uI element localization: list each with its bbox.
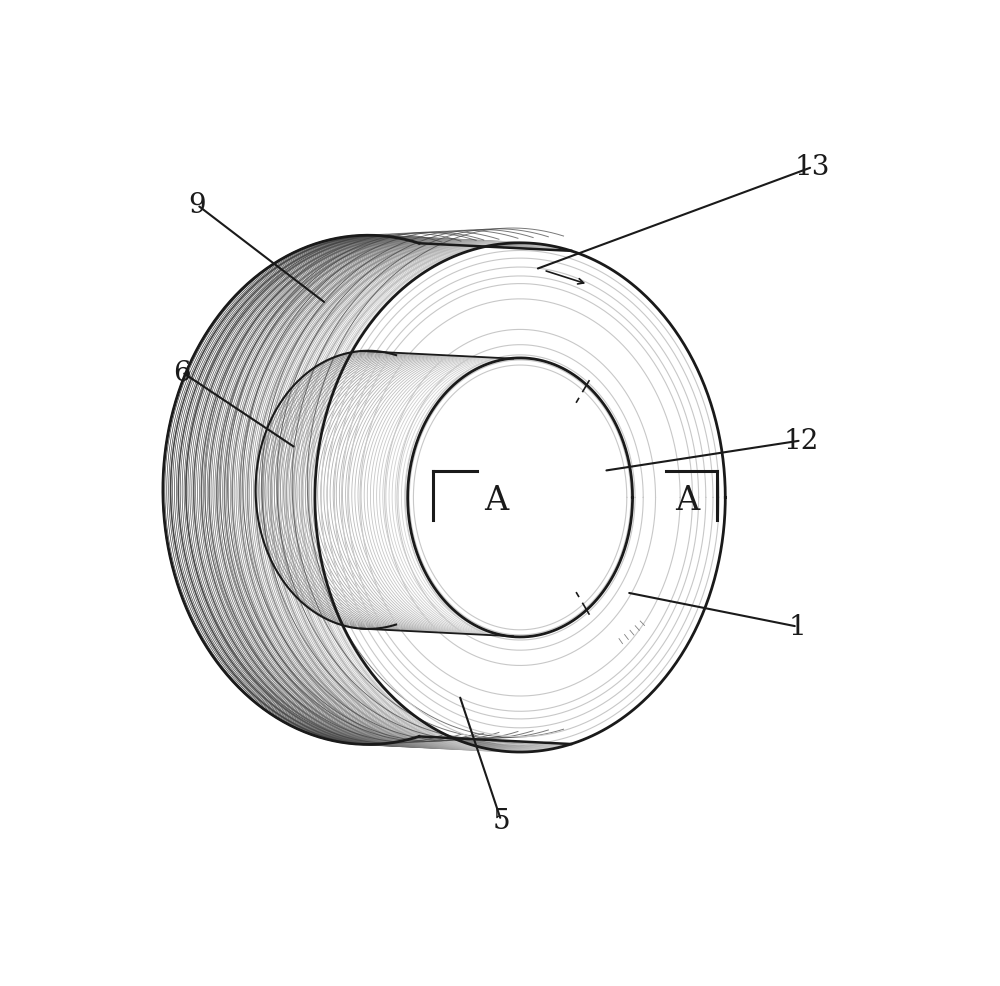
Text: 5: 5	[492, 808, 510, 834]
Text: A: A	[484, 485, 508, 517]
Text: 13: 13	[795, 154, 830, 181]
Text: 9: 9	[188, 192, 206, 219]
Text: A: A	[675, 485, 699, 517]
Text: 12: 12	[784, 428, 819, 455]
Text: 6: 6	[173, 359, 191, 387]
Text: 1: 1	[789, 613, 806, 641]
